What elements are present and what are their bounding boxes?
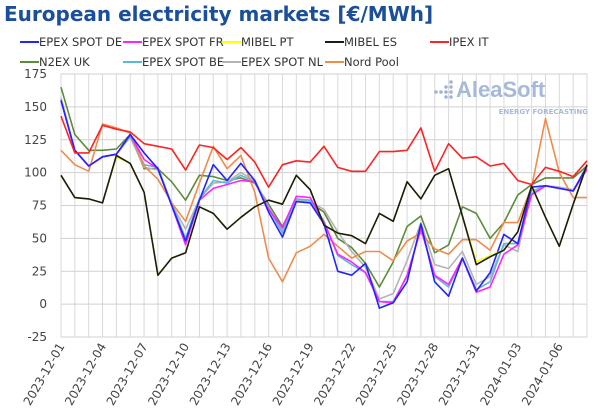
legend-label: MIBEL PT <box>241 35 294 49</box>
logo-dot <box>449 85 453 89</box>
chart-title: European electricity markets [€/MWh] <box>4 2 434 26</box>
x-tick-label: 2023-12-25 <box>353 341 400 408</box>
x-tick-label: 2023-12-28 <box>394 341 441 408</box>
x-tick-label: 2023-12-01 <box>21 341 68 408</box>
logo-dot <box>439 90 443 94</box>
logo-dot <box>444 95 448 99</box>
x-tick-label: 2023-12-10 <box>145 341 192 408</box>
logo-subtext: ENERGY FORECASTING <box>499 108 589 116</box>
y-tick-label: 125 <box>24 133 47 147</box>
legend-label: MIBEL ES <box>344 35 397 49</box>
legend-label: EPEX SPOT DE <box>39 35 122 49</box>
x-tick-label: 2023-12-07 <box>104 341 151 408</box>
x-tick-label: 2023-12-22 <box>311 341 358 408</box>
y-tick-label: -25 <box>27 330 47 344</box>
legend-label: EPEX SPOT FR <box>142 35 224 49</box>
x-tick-label: 2023-12-19 <box>270 341 317 408</box>
series-line-nord-pool <box>60 117 587 283</box>
legend-label: EPEX SPOT BE <box>142 55 224 69</box>
y-tick-label: 175 <box>24 67 47 81</box>
logo-dot <box>449 90 453 94</box>
y-tick-label: 100 <box>24 166 47 180</box>
x-tick-label: 2024-01-06 <box>519 341 566 408</box>
x-tick-label: 2023-12-04 <box>62 341 109 408</box>
series-line-mibel-es <box>60 154 588 277</box>
y-tick-label: 25 <box>32 264 47 278</box>
logo-dot <box>449 95 453 99</box>
logo-dot <box>434 90 438 94</box>
legend-label: EPEX SPOT NL <box>241 55 324 69</box>
x-tick-label: 2023-12-31 <box>436 341 483 408</box>
y-tick-label: 75 <box>32 199 47 213</box>
series-line-ipex-it <box>60 115 588 188</box>
legend-label: IPEX IT <box>449 35 490 49</box>
legend-label: N2EX UK <box>39 55 90 69</box>
logo-dot <box>449 80 453 84</box>
logo-text: AleaSoft <box>456 77 546 102</box>
x-tick-label: 2023-12-16 <box>228 341 275 408</box>
logo-dot <box>444 85 448 89</box>
x-tick-label: 2024-01-03 <box>477 341 524 408</box>
y-tick-label: 150 <box>24 100 47 114</box>
y-tick-label: 50 <box>32 231 47 245</box>
legend-label: Nord Pool <box>344 55 399 69</box>
y-tick-label: 0 <box>39 297 47 311</box>
logo-dot <box>444 90 448 94</box>
x-tick-label: 2023-12-13 <box>187 341 234 408</box>
